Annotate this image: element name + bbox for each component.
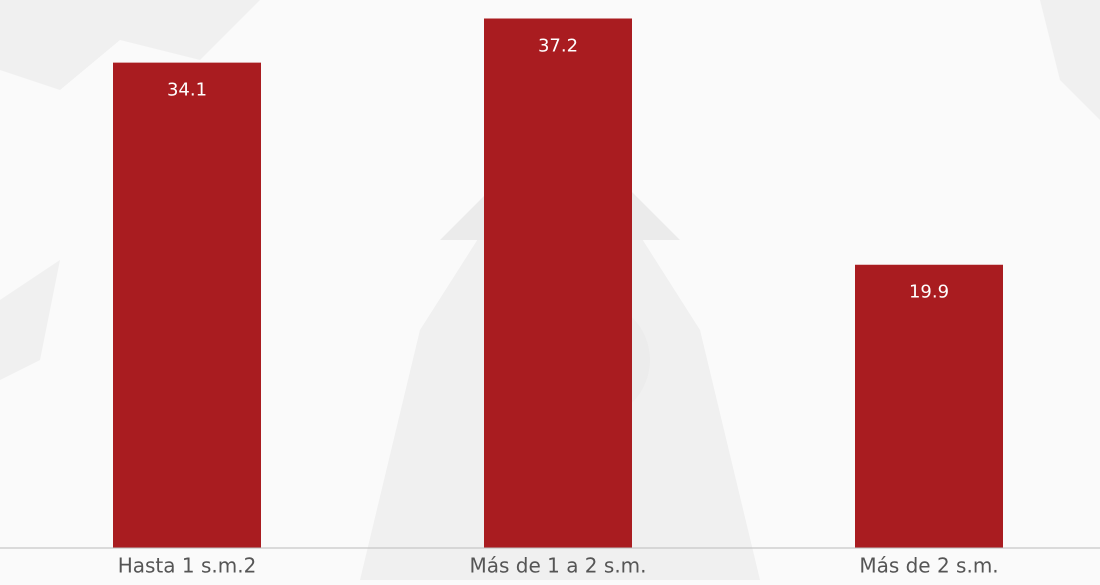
bar: [855, 264, 1003, 548]
x-tick-label: Hasta 1 s.m.2: [118, 554, 257, 578]
value-label: 19.9: [909, 282, 949, 303]
value-label: 34.1: [167, 80, 207, 101]
bar: [113, 62, 261, 548]
x-tick-label: Más de 2 s.m.: [859, 554, 998, 578]
value-label: 37.2: [538, 36, 578, 57]
x-tick-label: Más de 1 a 2 s.m.: [469, 554, 646, 578]
bar: [484, 18, 632, 548]
